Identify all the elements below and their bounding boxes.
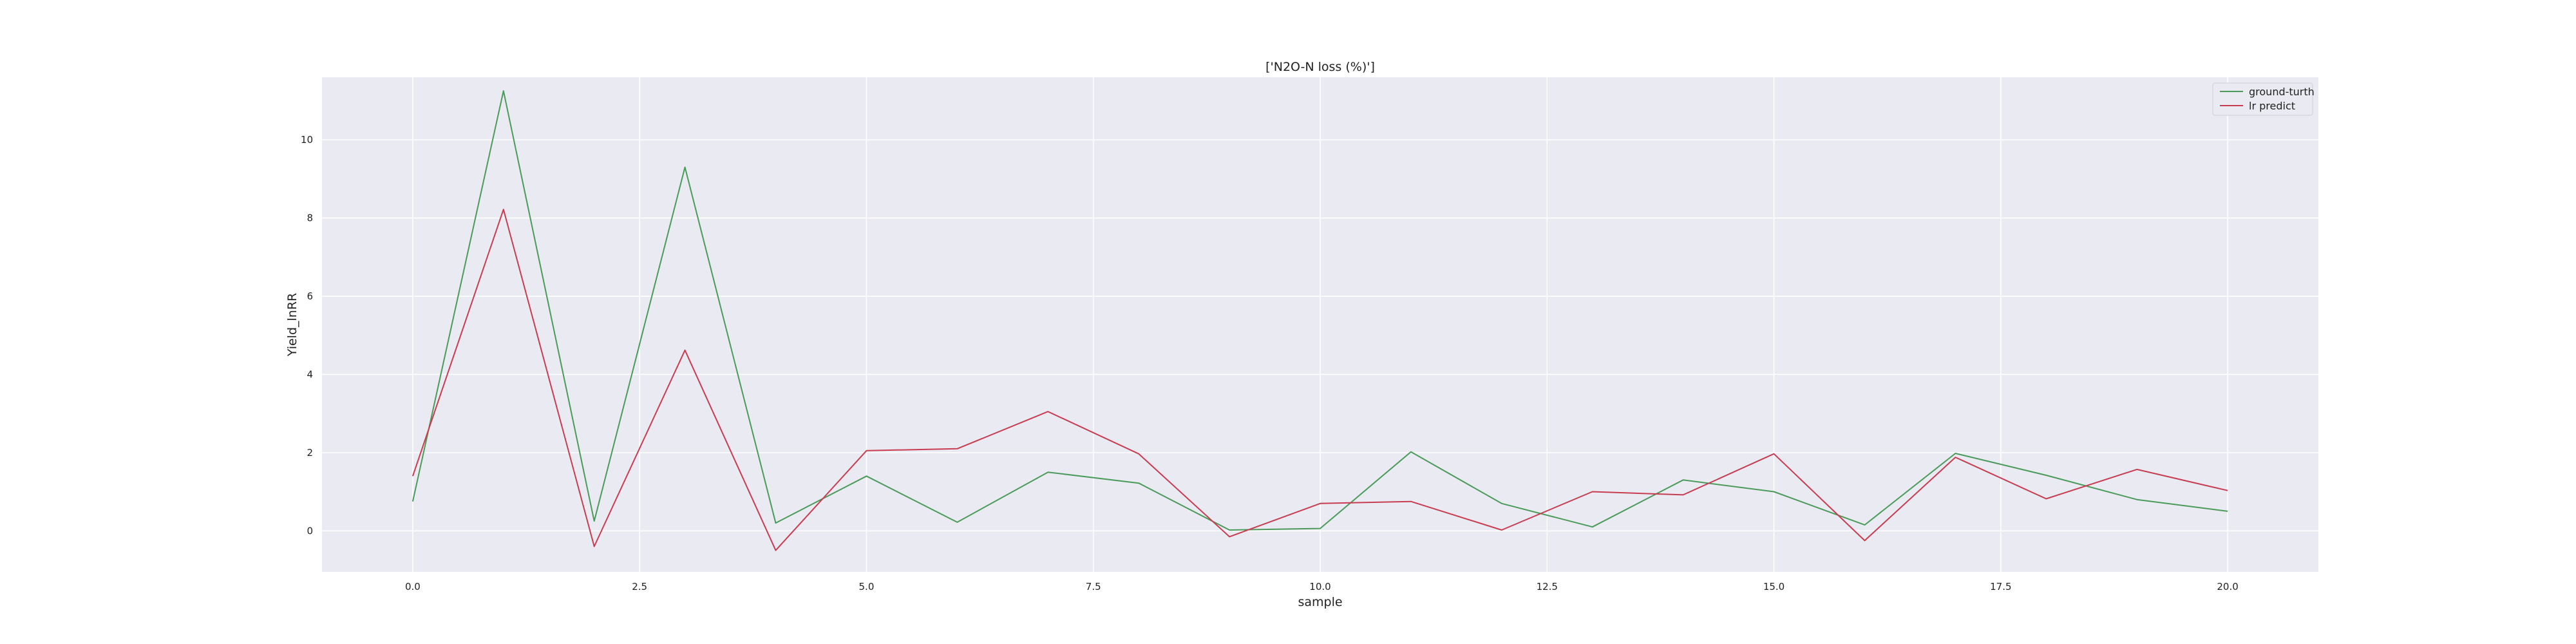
- x-tick-label: 15.0: [1763, 581, 1785, 592]
- series-lines: [412, 90, 2228, 551]
- y-tick-labels: 0 2 4 6 8 10: [301, 134, 313, 536]
- y-tick-label: 4: [307, 368, 313, 380]
- y-tick-label: 10: [301, 134, 313, 146]
- x-tick-label: 20.0: [2217, 581, 2238, 592]
- x-tick-label: 12.5: [1537, 581, 1558, 592]
- grid-lines: [322, 77, 2318, 572]
- x-tick-label: 5.0: [859, 581, 875, 592]
- legend: ground-turth lr predict: [2212, 82, 2315, 116]
- x-axis-label: sample: [1298, 595, 1342, 609]
- x-tick-label: 2.5: [632, 581, 647, 592]
- x-tick-label: 7.5: [1086, 581, 1101, 592]
- series-line-ground-turth: [412, 90, 2228, 531]
- chart-title: ['N2O-N loss (%)']: [1265, 60, 1375, 74]
- x-tick-label: 17.5: [1990, 581, 2011, 592]
- x-tick-labels: 0.0 2.5 5.0 7.5 10.0 12.5 15.0 17.5 20.0: [405, 581, 2239, 592]
- y-tick-label: 8: [307, 213, 313, 224]
- legend-label-lr-predict: lr predict: [2249, 100, 2295, 112]
- x-tick-label: 0.0: [405, 581, 421, 592]
- y-tick-label: 0: [307, 525, 313, 536]
- y-tick-label: 2: [307, 447, 313, 459]
- series-line-lr-predict: [412, 209, 2228, 551]
- y-tick-label: 6: [307, 290, 313, 302]
- legend-label-ground-turth: ground-turth: [2249, 86, 2315, 98]
- y-axis-label: Yield_lnRR: [285, 293, 299, 357]
- x-tick-label: 10.0: [1309, 581, 1331, 592]
